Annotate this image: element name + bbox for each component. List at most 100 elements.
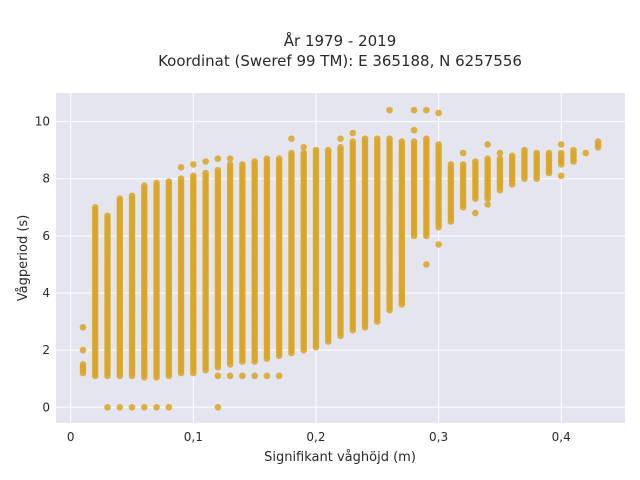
data-point: [582, 149, 590, 157]
y-axis-label: Vågperiod (s): [16, 215, 31, 302]
data-point: [349, 129, 357, 137]
data-point: [275, 155, 283, 163]
data-point: [398, 292, 406, 300]
data-point: [423, 135, 430, 143]
data-point: [484, 201, 491, 208]
data-point: [275, 372, 283, 380]
x-tick-label: 0,3: [429, 430, 448, 444]
data-point: [545, 149, 553, 157]
data-point: [214, 403, 222, 411]
data-point: [116, 195, 124, 203]
data-point: [496, 149, 504, 157]
data-point: [226, 155, 234, 163]
data-point: [104, 212, 111, 220]
data-point: [312, 146, 320, 154]
data-point: [140, 403, 148, 411]
data-point: [226, 161, 234, 168]
data-point: [435, 109, 442, 117]
data-point: [594, 138, 602, 145]
data-point: [300, 149, 308, 157]
data-point: [251, 372, 258, 380]
data-point: [128, 192, 136, 200]
y-tick-label: 8: [42, 172, 50, 186]
data-point: [190, 161, 197, 168]
data-point: [214, 372, 222, 380]
data-point: [165, 178, 173, 185]
data-point: [79, 323, 87, 331]
data-point: [263, 155, 271, 163]
data-point: [263, 372, 271, 380]
data-point: [91, 203, 99, 211]
data-point: [140, 182, 148, 190]
x-axis-ticks: 0 0,1 0,2 0,3 0,4: [67, 430, 571, 444]
data-point: [496, 155, 504, 163]
data-point: [373, 135, 381, 143]
data-point: [128, 403, 136, 411]
data-point: [165, 403, 173, 411]
y-tick-label: 10: [35, 115, 50, 129]
data-point: [214, 155, 222, 163]
data-point: [288, 149, 295, 157]
data-point: [337, 143, 344, 151]
data-point: [177, 175, 185, 183]
data-point: [177, 163, 185, 171]
data-point: [153, 179, 160, 187]
data-point: [423, 106, 430, 114]
data-point: [202, 158, 209, 165]
data-point: [557, 172, 565, 180]
data-point: [288, 135, 295, 143]
y-tick-label: 4: [42, 286, 50, 300]
x-tick-label: 0,4: [552, 430, 571, 444]
data-point: [214, 166, 222, 174]
data-point: [484, 141, 491, 148]
x-tick-label: 0,2: [306, 430, 325, 444]
data-point: [361, 135, 369, 143]
y-tick-label: 2: [42, 343, 50, 357]
x-tick-label: 0,1: [184, 430, 203, 444]
data-point: [239, 161, 246, 168]
data-point: [472, 209, 479, 217]
data-point: [239, 372, 246, 380]
chart-title-line2: Koordinat (Sweref 99 TM): E 365188, N 62…: [158, 52, 522, 70]
y-axis-ticks: 0 2 4 6 8 10: [35, 115, 50, 415]
data-points: [79, 106, 602, 411]
data-point: [410, 126, 418, 134]
data-point: [202, 169, 209, 177]
data-point: [521, 146, 528, 154]
data-point: [557, 149, 565, 157]
data-point: [459, 149, 467, 157]
data-point: [79, 361, 87, 368]
data-point: [104, 403, 111, 411]
data-point: [386, 135, 393, 143]
data-point: [79, 346, 87, 354]
data-point: [251, 158, 258, 165]
data-point: [484, 155, 491, 163]
data-point: [410, 138, 418, 145]
y-tick-label: 6: [42, 229, 50, 243]
data-point: [349, 138, 357, 145]
data-point: [435, 141, 442, 148]
data-point: [300, 143, 308, 151]
data-point: [116, 403, 124, 411]
data-point: [447, 161, 455, 168]
chart-title-line1: År 1979 - 2019: [284, 31, 397, 50]
data-point: [324, 146, 332, 154]
data-point: [226, 372, 234, 380]
x-tick-label: 0: [67, 430, 75, 444]
data-point: [472, 158, 479, 165]
data-point: [410, 106, 418, 114]
data-point: [423, 261, 430, 268]
data-point: [533, 149, 541, 157]
data-point: [557, 141, 565, 148]
data-point: [337, 135, 344, 143]
y-tick-label: 0: [42, 400, 50, 414]
data-point: [459, 161, 467, 168]
data-point: [570, 146, 577, 154]
data-point: [153, 403, 160, 411]
data-point: [435, 241, 442, 248]
x-axis-label: Signifikant våghöjd (m): [264, 450, 416, 465]
data-point: [386, 106, 393, 114]
data-point: [508, 152, 516, 160]
data-point: [398, 138, 406, 145]
